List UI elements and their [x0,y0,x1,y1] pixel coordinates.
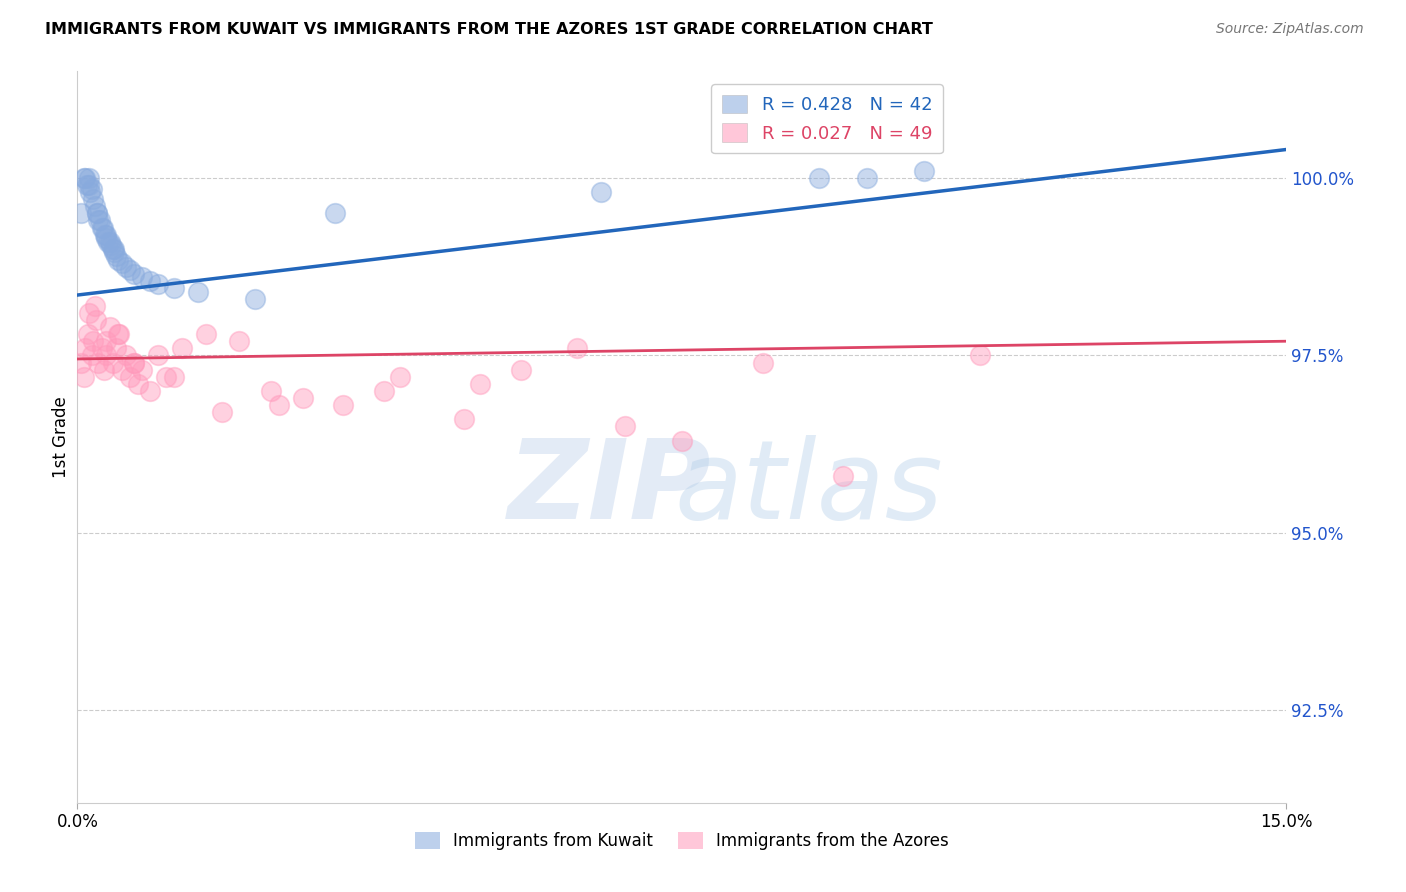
Point [87,213,110,227]
Point [267,398,290,412]
Point [614,419,637,434]
Point [82,192,104,206]
Point [118,263,141,277]
Point [131,270,153,285]
Point [292,391,315,405]
Point [122,267,145,281]
Point [89,213,111,227]
Point [94,334,117,349]
Point [195,327,218,342]
Point [187,285,209,299]
Point [84,299,107,313]
Point [118,369,141,384]
Point [139,274,162,288]
Point [671,434,693,448]
Point [107,252,129,267]
Point [591,185,613,199]
Point [87,355,110,369]
Point [751,355,773,369]
Point [103,245,125,260]
Point [114,260,136,274]
Point [122,355,145,369]
Point [211,405,233,419]
Point [100,238,122,252]
Point [93,362,115,376]
Point [80,181,103,195]
Point [79,306,101,320]
Point [509,362,531,376]
Point [453,412,475,426]
Point [97,235,120,249]
Point [90,220,112,235]
Point [111,362,134,376]
Point [96,348,118,362]
Point [77,170,100,185]
Legend: Immigrants from Kuwait, Immigrants from the Azores: Immigrants from Kuwait, Immigrants from … [408,825,956,856]
Point [75,341,97,355]
Point [91,220,114,235]
Point [96,231,118,245]
Point [172,341,194,355]
Text: Source: ZipAtlas.com: Source: ZipAtlas.com [1216,22,1364,37]
Point [76,178,98,192]
Point [470,376,492,391]
Point [122,355,145,369]
Point [70,206,93,220]
Point [323,206,346,220]
Point [332,398,354,412]
Point [79,185,101,199]
Point [105,341,128,355]
Point [84,313,107,327]
Point [108,327,131,342]
Point [103,242,125,256]
Point [146,277,169,292]
Point [127,376,149,391]
Point [73,170,96,185]
Point [131,362,153,376]
Point [228,334,250,349]
Point [70,355,93,369]
Point [84,199,107,213]
Point [75,170,97,185]
Point [111,256,134,270]
Point [79,178,101,192]
Point [807,170,830,185]
Point [243,292,266,306]
Point [76,327,98,342]
Point [101,242,124,256]
Point [139,384,162,398]
Point [101,355,124,369]
Point [832,469,855,483]
Point [98,320,121,334]
Point [856,170,879,185]
Point [105,249,128,263]
Text: IMMIGRANTS FROM KUWAIT VS IMMIGRANTS FROM THE AZORES 1ST GRADE CORRELATION CHART: IMMIGRANTS FROM KUWAIT VS IMMIGRANTS FRO… [45,22,932,37]
Point [90,341,112,355]
Point [82,334,104,349]
Point [98,235,121,249]
Point [114,348,136,362]
Y-axis label: 1st Grade: 1st Grade [52,396,70,478]
Point [912,163,935,178]
Point [93,227,115,242]
Point [155,369,177,384]
Point [94,227,117,242]
Point [146,348,169,362]
Point [969,348,991,362]
Point [373,384,395,398]
Point [86,206,108,220]
Point [86,206,108,220]
Point [73,369,96,384]
Point [565,341,588,355]
Point [388,369,411,384]
Point [107,327,129,342]
Point [80,348,103,362]
Point [260,384,283,398]
Text: atlas: atlas [675,434,943,541]
Point [163,281,186,295]
Point [163,369,186,384]
Text: ZIP: ZIP [508,434,711,541]
